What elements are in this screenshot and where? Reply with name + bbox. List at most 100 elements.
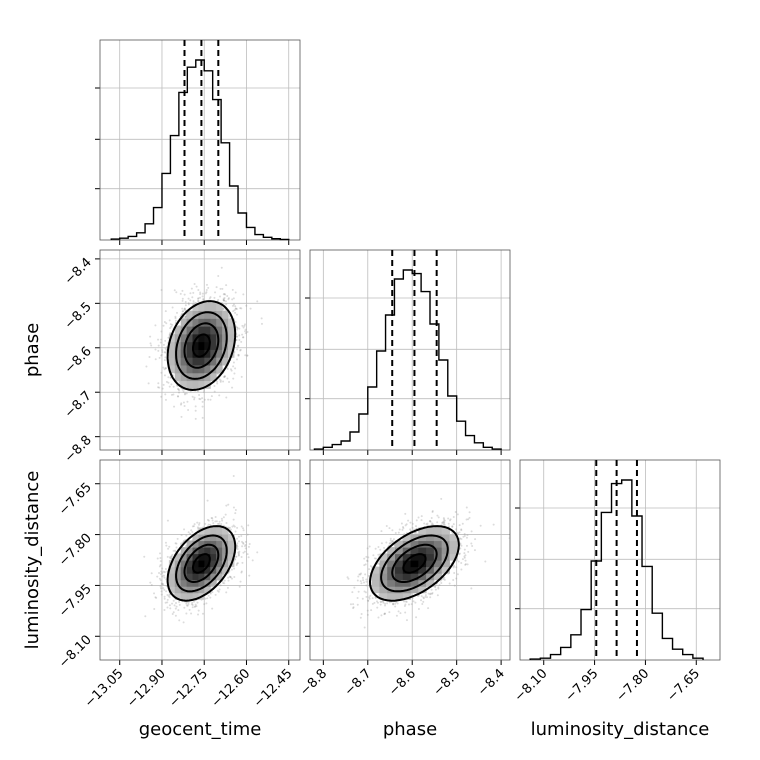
sample-point [201,400,204,403]
density-cell [222,527,229,535]
sample-point [176,387,179,390]
sample-point [154,596,157,599]
sample-point [193,600,196,603]
sample-point [233,567,236,570]
sample-point [210,517,213,520]
density-cell [198,333,205,343]
sample-point [376,606,379,609]
sample-point [178,619,181,622]
density-cell [210,302,217,312]
sample-point [157,386,160,389]
sample-point [174,542,177,545]
sample-point [194,603,197,606]
density-cell [228,333,235,343]
x-tick-label: −12.60 [209,666,254,711]
sample-point [163,597,166,600]
sample-point [246,553,249,556]
sample-point [191,395,194,398]
contour-1.5sigma [175,311,228,380]
sample-point [427,607,430,610]
sample-point [247,556,250,559]
sample-point [183,528,186,531]
sample-point [224,300,227,303]
sample-point [234,307,237,310]
sample-point [225,303,228,306]
sample-point [246,354,249,357]
sample-point [206,518,209,521]
sample-point [163,595,166,598]
sample-point [179,380,182,383]
density-cell [216,553,223,561]
sample-point [145,365,148,368]
sample-point [240,571,243,574]
sample-point [161,349,164,352]
sample-point [166,555,169,558]
sample-point [240,534,243,537]
panel-geocent_time-vs-phase: −8.8−8.7−8.6−8.5−8.4 [62,249,301,466]
sample-point [185,392,188,395]
sample-point [210,395,213,398]
sample-point [234,320,237,323]
sample-point [172,393,175,396]
density-cell [186,592,194,600]
sample-point [235,335,238,338]
density-cell [210,349,217,358]
sample-point [201,292,204,295]
sample-point [234,555,237,558]
density-cell [180,326,188,335]
sample-point [217,372,220,375]
sample-point [199,291,202,294]
sample-point [189,299,192,302]
density-cell [222,310,229,319]
sample-point [215,520,218,523]
sample-point [163,571,166,574]
sample-point [192,525,195,528]
sample-point [150,583,153,586]
sample-point [164,393,167,396]
sample-point [256,551,259,554]
sample-point [206,597,209,600]
sample-point [165,322,168,325]
sample-point [244,543,247,546]
sample-point [157,349,160,352]
sample-point [465,536,468,539]
sample-point [207,398,210,401]
sample-point [191,296,194,299]
density-cell [210,341,217,350]
sample-point [244,540,247,543]
sample-point [148,355,151,358]
sample-point [165,544,168,547]
sample-point [223,299,226,302]
scatter-layer [346,497,510,629]
sample-point [230,568,233,571]
sample-point [162,383,165,386]
density-cell [186,573,194,581]
sample-point [185,601,188,604]
density-cell [174,566,182,574]
sample-point [168,319,171,322]
contour-0.5sigma [192,553,211,574]
sample-point [161,575,164,578]
density-cell [180,579,188,587]
sample-point [390,541,393,544]
sample-point [179,403,182,406]
sample-point [231,298,234,301]
density-cell [222,333,229,343]
sample-point [221,287,224,290]
sample-point [169,376,172,379]
density-cell [174,326,182,335]
sample-point [224,293,227,296]
sample-point [181,289,184,292]
density-cell [210,333,217,343]
sample-point [175,605,178,608]
density-cell [228,326,235,335]
sample-point [174,315,177,318]
x-tick-label: −8.6 [386,666,419,699]
sample-point [260,322,263,325]
density-cell [204,318,211,327]
sample-point [237,535,240,538]
density-cell [174,357,182,366]
sample-point [382,601,385,604]
sample-point [156,557,159,560]
sample-point [233,309,236,312]
